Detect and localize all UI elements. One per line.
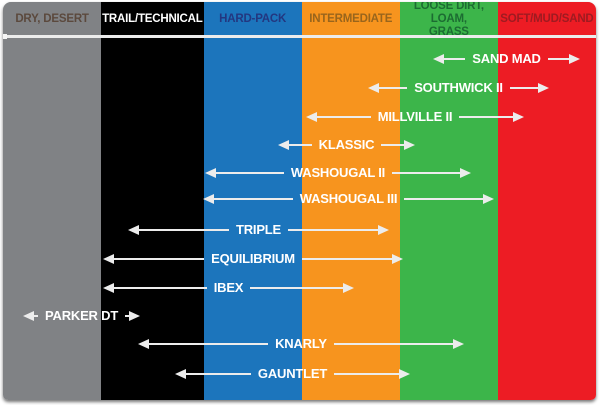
header-divider-line <box>3 34 596 39</box>
right-arrow-line <box>250 287 344 289</box>
tire-rows: SAND MAD SOUTHWICK II MILLVILLE II KLASSIC W… <box>3 2 596 400</box>
left-arrowhead-icon <box>23 311 34 321</box>
right-arrowhead-icon <box>483 194 494 204</box>
column-loose-dirt-loam: LOOSE DIRT, LOAM, GRASS <box>399 2 498 400</box>
left-arrowhead-icon <box>433 54 444 64</box>
left-arrowhead-icon <box>103 254 114 264</box>
right-arrowhead-icon <box>392 254 403 264</box>
left-arrow-line <box>289 144 312 146</box>
right-arrow-line <box>404 198 483 200</box>
left-arrow-line <box>186 373 251 375</box>
tire-label: IBEX <box>213 280 244 295</box>
left-arrowhead-icon <box>368 83 379 93</box>
tire-row-sand-mad: SAND MAD <box>433 51 581 66</box>
column-dry-desert: DRY, DESERT <box>3 2 102 400</box>
tire-label: GAUNTLET <box>257 366 328 381</box>
tire-label: KNARLY <box>275 336 327 351</box>
right-arrowhead-icon <box>453 339 464 349</box>
right-arrowhead-icon <box>378 225 389 235</box>
tire-row-washougal-ii: WASHOUGAL II <box>205 166 471 180</box>
right-arrow-line <box>381 144 405 146</box>
left-arrow-line <box>139 229 229 231</box>
right-arrowhead-icon <box>343 283 355 293</box>
right-arrowhead-icon <box>538 83 549 93</box>
right-arrow-line <box>334 373 400 375</box>
right-arrow-line <box>392 172 460 174</box>
left-arrow-line <box>444 58 466 60</box>
tire-row-triple: TRIPLE <box>128 223 389 237</box>
tire-row-millville-ii: MILLVILLE II <box>306 109 525 124</box>
left-arrowhead-icon <box>278 140 289 150</box>
column-hard-pack: HARD-PACK <box>203 2 302 400</box>
tire-label: MILLVILLE II <box>377 109 453 124</box>
left-arrowhead-icon <box>205 168 216 178</box>
tire-label: TRIPLE <box>235 222 282 237</box>
tire-row-klassic: KLASSIC <box>278 137 416 152</box>
tire-label: SOUTHWICK II <box>414 80 503 95</box>
tire-row-southwick-ii: SOUTHWICK II <box>368 81 549 95</box>
tire-row-washougal-iii: WASHOUGAL III <box>203 192 494 206</box>
left-arrow-line <box>317 116 371 118</box>
tire-label: KLASSIC <box>318 137 375 152</box>
left-arrowhead-icon <box>306 112 317 122</box>
tire-row-knarly: KNARLY <box>138 337 464 351</box>
left-arrow-line <box>114 258 205 260</box>
left-arrowhead-icon <box>128 225 139 235</box>
left-arrowhead-icon <box>138 339 149 349</box>
tire-row-gauntlet: GAUNTLET <box>175 366 411 381</box>
column-header-label: SOFT/MUD/SAND <box>500 13 594 26</box>
right-arrowhead-icon <box>569 54 581 64</box>
column-header-label: TRAIL/TECHNICAL <box>102 13 203 26</box>
right-arrow-line <box>333 343 453 345</box>
right-arrowhead-icon <box>404 140 416 150</box>
left-arrowhead-icon <box>103 283 114 293</box>
tire-row-ibex: IBEX <box>103 280 355 295</box>
left-arrow-line <box>379 87 408 89</box>
left-arrowhead-icon <box>203 194 214 204</box>
right-arrowhead-icon <box>460 168 471 178</box>
tire-label: PARKER DT <box>45 308 119 323</box>
column-intermediate: INTERMEDIATE <box>301 2 400 400</box>
column-trail-technical: TRAIL/TECHNICAL <box>101 2 204 400</box>
left-arrow-line <box>216 172 284 174</box>
right-arrow-line <box>547 58 570 60</box>
right-arrow-line <box>125 315 130 317</box>
tire-label: SAND MAD <box>472 51 541 66</box>
tire-label: EQUILIBRIUM <box>211 251 295 266</box>
left-arrow-line <box>149 343 269 345</box>
right-arrowhead-icon <box>399 369 411 379</box>
tire-label: WASHOUGAL III <box>299 191 398 206</box>
tire-label: WASHOUGAL II <box>290 165 386 180</box>
left-arrow-line <box>114 287 207 289</box>
column-header-label: LOOSE DIRT, LOAM, GRASS <box>413 2 484 38</box>
right-arrow-line <box>301 258 392 260</box>
column-header-label: INTERMEDIATE <box>309 13 393 26</box>
right-arrow-line <box>459 116 514 118</box>
right-arrow-line <box>288 229 378 231</box>
right-arrow-line <box>509 87 538 89</box>
chart-panel: DRY, DESERT TRAIL/TECHNICAL HARD-PACK INTER… <box>3 2 596 400</box>
left-arrowhead-icon <box>175 369 186 379</box>
tire-row-parker-dt: PARKER DT <box>23 308 141 323</box>
column-header-label: HARD-PACK <box>219 13 287 26</box>
terrain-columns: DRY, DESERT TRAIL/TECHNICAL HARD-PACK INTER… <box>3 2 596 400</box>
column-header-label: DRY, DESERT <box>15 13 89 26</box>
tire-row-equilibrium: EQUILIBRIUM <box>103 252 403 266</box>
left-arrow-line <box>34 315 38 317</box>
column-soft-mud-sand: SOFT/MUD/SAND <box>497 2 596 400</box>
right-arrowhead-icon <box>129 311 141 321</box>
left-arrow-line <box>214 198 293 200</box>
right-arrowhead-icon <box>513 112 525 122</box>
